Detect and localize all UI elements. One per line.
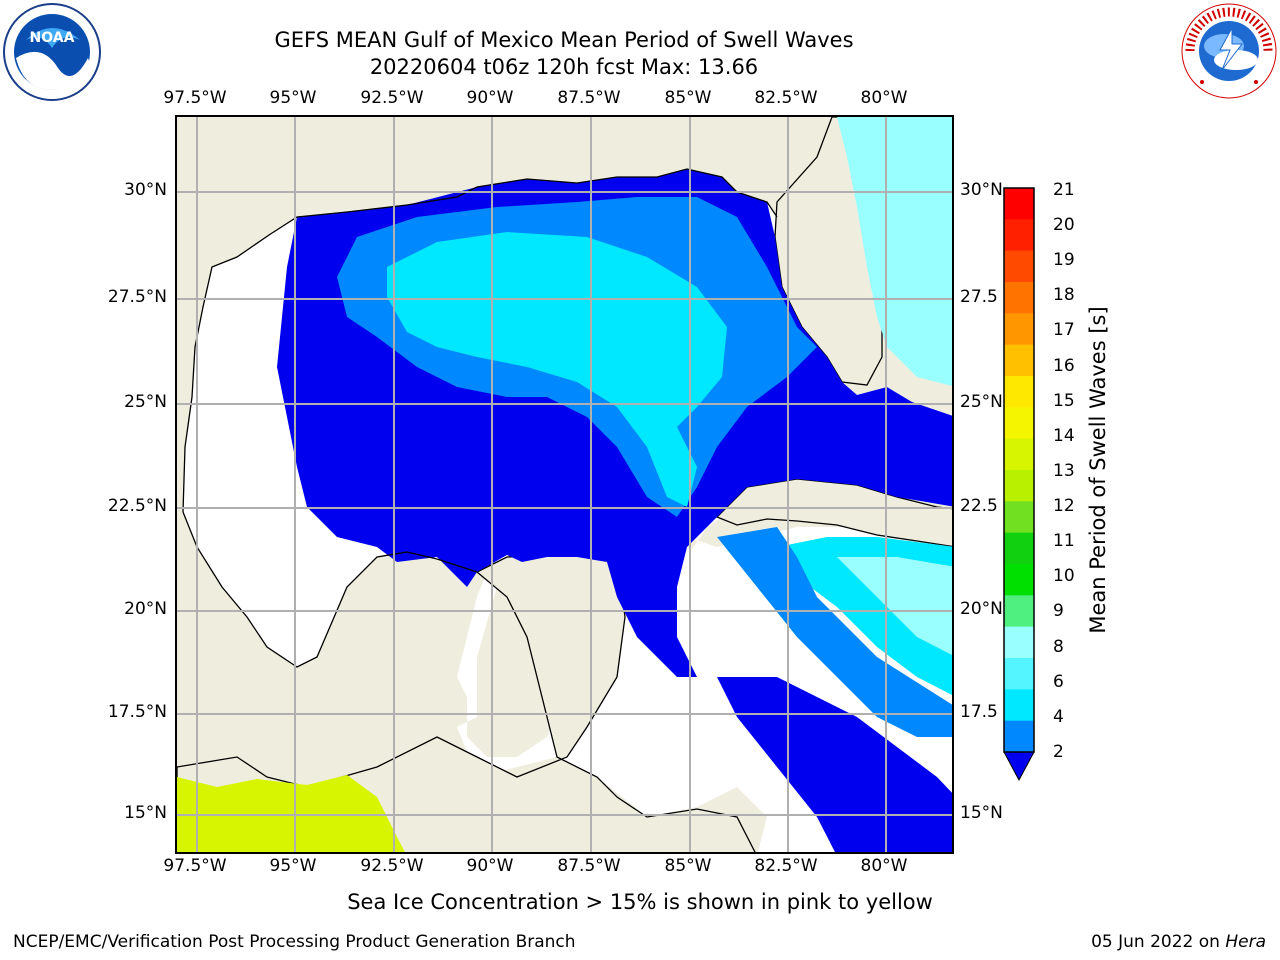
colorbar-tick-label: 21 <box>1053 180 1075 200</box>
tick-label: 27.5°N <box>107 287 167 307</box>
credit-right: 05 Jun 2022 on Hera <box>1091 932 1266 952</box>
colorbar-tick-label: 14 <box>1053 426 1075 446</box>
colorbar <box>1003 187 1035 782</box>
graticule <box>177 117 952 852</box>
swell-4-6-south <box>717 527 952 737</box>
tick-label: 80°W <box>860 856 908 876</box>
tick-label: 15°N <box>124 803 167 823</box>
colorbar-cell <box>1004 313 1034 346</box>
credit-left: NCEP/EMC/Verification Post Processing Pr… <box>13 932 576 952</box>
colorbar-tick-label: 15 <box>1053 391 1075 411</box>
tick-label: 97.5°W <box>163 88 227 108</box>
colorbar-cell <box>1004 407 1034 440</box>
colorbar-tick-label: 11 <box>1053 531 1075 551</box>
colorbar-cell <box>1004 626 1034 659</box>
colorbar-cell <box>1004 438 1034 471</box>
tick-label: 17.5°N <box>107 702 167 722</box>
tick-label: 20°N <box>124 599 167 619</box>
tick-label: 95°W <box>269 88 317 108</box>
colorbar-cell <box>1004 658 1034 690</box>
tick-label: 87.5°W <box>557 856 621 876</box>
colorbar-cell <box>1004 250 1034 283</box>
colorbar-cell <box>1004 470 1034 502</box>
tick-label: 25°N <box>124 392 167 412</box>
colorbar-extend-arrow <box>1003 751 1035 782</box>
colorbar-tick-label: 10 <box>1053 566 1075 586</box>
tick-label: 15°N <box>960 803 1003 823</box>
swell-8-9-south <box>837 557 952 655</box>
map-subtitle: 20220604 t06z 120h fcst Max: 13.66 <box>369 55 759 79</box>
colorbar-tick-label: 16 <box>1053 356 1075 376</box>
colorbar-tick-label: 2 <box>1053 742 1064 762</box>
colorbar-cell <box>1004 188 1034 220</box>
tick-label: 92.5°W <box>360 88 424 108</box>
coastline <box>182 168 778 513</box>
sea-ice-footnote: Sea Ice Concentration > 15% is shown in … <box>347 890 933 914</box>
noaa-logo: NOAA <box>3 3 101 101</box>
tick-label: 20°N <box>960 599 1003 619</box>
tick-label: 22.5 <box>960 496 998 516</box>
colorbar-tick-label: 20 <box>1053 215 1075 235</box>
colorbar-tick-label: 13 <box>1053 461 1075 481</box>
colorbar-cell <box>1004 689 1034 722</box>
swell-8-9-east <box>837 117 952 386</box>
map-panel <box>175 115 954 854</box>
colorbar-title: Mean Period of Swell Waves [s] <box>1086 306 1110 634</box>
colorbar-cell <box>1004 501 1034 534</box>
tick-label: 97.5°W <box>163 856 227 876</box>
colorbar-cell <box>1004 344 1034 377</box>
svg-text:NOAA: NOAA <box>30 30 75 46</box>
tick-label: 22.5°N <box>107 496 167 516</box>
colorbar-cell <box>1004 532 1034 565</box>
map-title: GEFS MEAN Gulf of Mexico Mean Period of … <box>274 28 854 52</box>
colorbar-tick-label: 4 <box>1053 707 1064 727</box>
coastline-west <box>182 511 478 668</box>
tick-label: 17.5 <box>960 702 998 722</box>
tick-label: 25°N <box>960 392 1003 412</box>
swell-6-8 <box>387 232 727 507</box>
tick-label: 85°W <box>664 856 712 876</box>
colorbar-cell <box>1004 595 1034 628</box>
colorbar-outline <box>1003 187 1035 753</box>
gulf-map <box>177 117 952 852</box>
sea-ice-region <box>177 775 405 852</box>
tick-label: 90°W <box>466 856 514 876</box>
tick-label: 27.5 <box>960 287 998 307</box>
colorbar-cell <box>1004 720 1034 753</box>
tick-label: 82.5°W <box>754 856 818 876</box>
tick-label: 82.5°W <box>754 88 818 108</box>
colorbar-tick-label: 8 <box>1053 637 1064 657</box>
tick-label: 30°N <box>960 180 1003 200</box>
tick-label: 87.5°W <box>557 88 621 108</box>
credit-date: 05 Jun 2022 on <box>1091 932 1226 952</box>
colorbar-tick-label: 19 <box>1053 250 1075 270</box>
colorbar-tick-label: 12 <box>1053 496 1075 516</box>
tick-label: 80°W <box>860 88 908 108</box>
tick-label: 95°W <box>269 856 317 876</box>
colorbar-cell <box>1004 564 1034 596</box>
colorbar-tick-label: 9 <box>1053 601 1064 621</box>
colorbar-cell <box>1004 219 1034 252</box>
colorbar-tick-label: 18 <box>1053 285 1075 305</box>
credit-host: Hera <box>1225 932 1266 952</box>
colorbar-tick-label: 17 <box>1053 320 1075 340</box>
colorbar-tick-label: 6 <box>1053 672 1064 692</box>
tick-label: 30°N <box>124 180 167 200</box>
tick-label: 92.5°W <box>360 856 424 876</box>
colorbar-cell <box>1004 282 1034 314</box>
tick-label: 85°W <box>664 88 712 108</box>
nws-logo <box>1181 3 1277 99</box>
tick-label: 90°W <box>466 88 514 108</box>
colorbar-cell <box>1004 376 1034 408</box>
